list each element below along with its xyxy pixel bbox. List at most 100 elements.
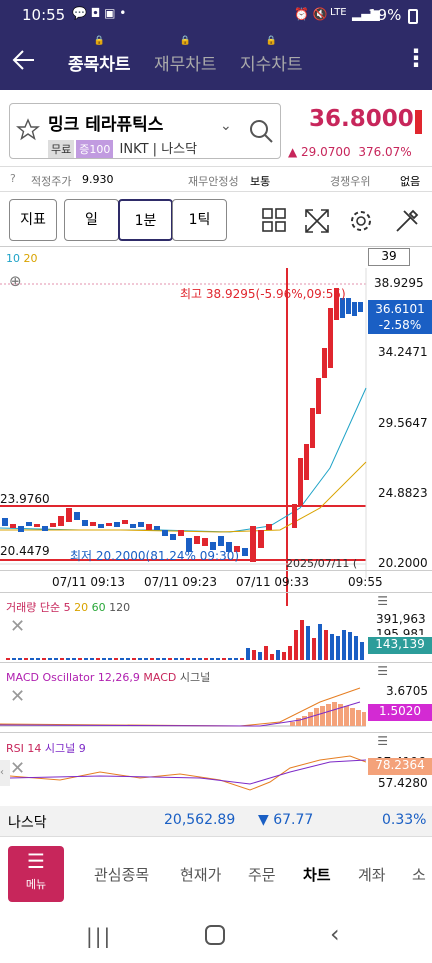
network-label: LTE xyxy=(330,7,347,18)
signal-icon: ▂▄▆ xyxy=(352,7,380,21)
candle xyxy=(162,658,166,660)
index-change: ▼ 67.77 xyxy=(258,812,314,828)
candle xyxy=(250,526,256,562)
recents-icon[interactable]: ||| xyxy=(86,924,113,948)
candle-count-box[interactable]: 39 xyxy=(368,248,410,266)
candle xyxy=(344,706,349,726)
app-header: 🔒 종목차트 🔒 재무차트 🔒 지수차트 ⋮ xyxy=(0,32,432,90)
fullscreen-icon[interactable] xyxy=(304,208,330,234)
candle xyxy=(288,646,292,660)
left-level-top: 23.9760 xyxy=(0,492,50,506)
more-menu-icon[interactable]: ⋮ xyxy=(404,44,428,72)
x-tick-3: 09:55 xyxy=(348,575,383,589)
tools-icon[interactable] xyxy=(394,208,420,234)
candle xyxy=(290,722,295,726)
candle xyxy=(258,652,262,660)
search-icon[interactable] xyxy=(248,118,274,144)
interval-1min-button[interactable]: 1분 xyxy=(118,199,173,241)
tab-index-chart[interactable]: 🔒 지수차트 xyxy=(240,36,303,75)
nav-watchlist[interactable]: 관심종목 xyxy=(94,866,150,884)
candle xyxy=(74,512,80,520)
nav-more[interactable]: 소 xyxy=(412,866,426,884)
candle xyxy=(18,526,24,532)
candle xyxy=(10,524,16,528)
candle xyxy=(318,624,322,660)
chart-area[interactable] xyxy=(0,246,432,806)
close-volume-icon[interactable]: ✕ xyxy=(10,616,26,637)
x-tick-2: 07/11 09:33 xyxy=(236,575,309,589)
price-chart-svg xyxy=(0,268,367,606)
candle xyxy=(162,530,168,536)
candle xyxy=(330,634,334,660)
candle xyxy=(308,712,313,726)
period-day-button[interactable]: 일 xyxy=(64,199,119,241)
battery-icon xyxy=(408,9,418,24)
zoom-icon[interactable]: ⊕ xyxy=(9,272,22,290)
rsi-menu-icon[interactable]: ☰ xyxy=(377,734,388,748)
index-bar[interactable]: 나스닥 20,562.89 ▼ 67.77 0.33% xyxy=(0,806,432,836)
candle xyxy=(234,658,238,660)
rsi-current-tag: 78.2364 xyxy=(368,758,432,775)
candle xyxy=(42,526,48,531)
candle xyxy=(310,408,315,448)
close-rsi-icon[interactable]: ✕ xyxy=(10,758,26,779)
candle xyxy=(54,658,58,660)
candle xyxy=(218,536,224,546)
candle xyxy=(24,658,28,660)
candle xyxy=(90,522,96,526)
candle xyxy=(312,638,316,660)
candle xyxy=(72,658,76,660)
stability-label: 재무안정성 xyxy=(188,175,239,188)
panel-collapse-handle[interactable]: ‹ xyxy=(0,760,10,786)
chevron-down-icon[interactable]: ⌄ xyxy=(220,118,232,134)
settings-gear-icon[interactable] xyxy=(348,208,374,234)
candle xyxy=(150,658,154,660)
candle xyxy=(156,658,160,660)
tab-stock-chart[interactable]: 🔒 종목차트 xyxy=(68,36,131,75)
candle xyxy=(108,658,112,660)
badge-free: 무료 xyxy=(48,140,75,158)
volume-tick-1: 195,981 xyxy=(376,627,426,635)
candle xyxy=(168,658,172,660)
stock-name: 밍크 테라퓨틱스 xyxy=(48,115,164,135)
nav-chart[interactable]: 차트 xyxy=(303,866,331,884)
candle xyxy=(126,658,130,660)
star-icon[interactable] xyxy=(16,118,40,142)
macd-menu-icon[interactable]: ☰ xyxy=(377,664,388,678)
status-bar: 10:55 💬 ◘ ▣ • ⏰ 🔇 LTE ▂▄▆ 19% xyxy=(0,0,432,32)
candle xyxy=(314,708,319,726)
candle xyxy=(96,658,100,660)
close-macd-icon[interactable]: ✕ xyxy=(10,686,26,707)
back-arrow-icon[interactable] xyxy=(10,48,36,72)
candle xyxy=(264,646,268,660)
nav-account[interactable]: 계좌 xyxy=(358,866,386,884)
low-annotation: 최저 20.2000(81.24% 09:30) xyxy=(70,549,240,563)
candle xyxy=(78,658,82,660)
interval-1tick-button[interactable]: 1틱 xyxy=(172,199,227,241)
tab-finance-chart[interactable]: 🔒 재무차트 xyxy=(154,36,217,75)
candle xyxy=(210,658,214,660)
volume-menu-icon[interactable]: ☰ xyxy=(377,594,388,608)
nav-order[interactable]: 주문 xyxy=(248,866,276,884)
back-icon[interactable]: ‹ xyxy=(330,920,340,948)
candle xyxy=(66,658,70,660)
notification-icons: 💬 ◘ ▣ • xyxy=(72,6,127,20)
menu-button[interactable]: ☰ 메뉴 xyxy=(8,846,64,902)
indicator-button[interactable]: 지표 xyxy=(9,199,57,241)
candle xyxy=(300,620,304,660)
candle xyxy=(354,636,358,660)
candle xyxy=(240,658,244,660)
help-icon[interactable]: ? xyxy=(10,172,16,185)
candle xyxy=(18,658,22,660)
nav-quote[interactable]: 현재가 xyxy=(180,866,222,884)
stock-selector[interactable]: 밍크 테라퓨틱스 무료 증100 INKT | 나스닥 ⌄ xyxy=(9,103,281,159)
home-icon[interactable] xyxy=(205,925,225,945)
candle xyxy=(12,658,16,660)
candle xyxy=(324,630,328,660)
candle xyxy=(306,626,310,660)
macd-panel xyxy=(0,662,432,732)
grid-layout-icon[interactable] xyxy=(262,208,286,232)
macd-current-tag: 1.5020 xyxy=(368,704,432,721)
candle xyxy=(342,630,346,660)
stock-meta: 무료 증100 INKT | 나스닥 xyxy=(48,138,197,158)
